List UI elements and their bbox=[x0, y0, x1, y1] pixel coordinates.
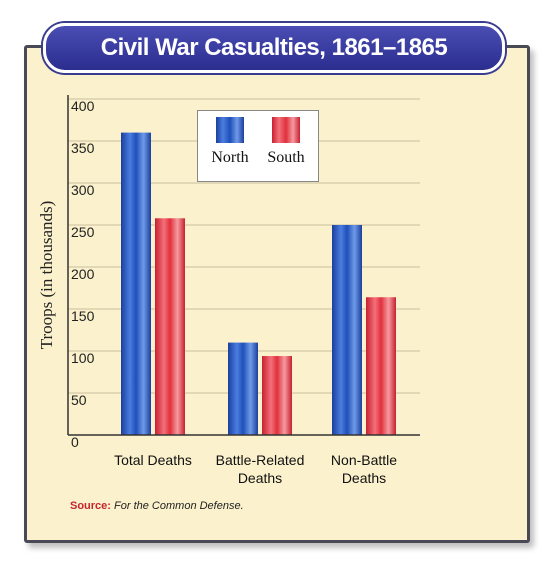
x-tick-label: Deaths bbox=[342, 470, 386, 486]
y-tick-label: 300 bbox=[71, 182, 95, 198]
bar-north-1 bbox=[228, 342, 258, 435]
y-tick-label: 250 bbox=[71, 224, 95, 240]
legend-label-north: North bbox=[211, 149, 249, 166]
source-note: Source: For the Common Defense. bbox=[70, 500, 244, 512]
north-swatch bbox=[216, 117, 244, 143]
bar-south-1 bbox=[262, 356, 292, 435]
x-tick-label: Battle-Related bbox=[216, 452, 305, 468]
bar-south-0 bbox=[155, 218, 185, 435]
source-text: For the Common Defense. bbox=[114, 500, 244, 512]
x-tick-label: Total Deaths bbox=[114, 452, 192, 468]
chart-title: Civil War Casualties, 1861–1865 bbox=[43, 23, 505, 73]
x-tick-label: Deaths bbox=[238, 470, 282, 486]
bar-north-2 bbox=[332, 225, 362, 435]
x-tick-label: Non-Battle bbox=[331, 452, 397, 468]
source-colon: : bbox=[107, 500, 111, 512]
y-tick-label: 0 bbox=[71, 434, 79, 450]
y-tick-label: 200 bbox=[71, 266, 95, 282]
legend: North South bbox=[197, 110, 319, 182]
y-tick-label: 100 bbox=[71, 350, 95, 366]
y-tick-label: 150 bbox=[71, 308, 95, 324]
legend-item-north: North bbox=[202, 117, 258, 167]
y-axis-label: Troops (in thousands) bbox=[37, 201, 56, 350]
source-label: Source bbox=[70, 500, 108, 512]
bar-north-0 bbox=[121, 132, 151, 435]
y-tick-label: 350 bbox=[71, 140, 95, 156]
bar-south-2 bbox=[366, 297, 396, 435]
south-swatch bbox=[272, 117, 300, 143]
y-tick-label: 50 bbox=[71, 392, 87, 408]
y-tick-label: 400 bbox=[71, 98, 95, 114]
legend-label-south: South bbox=[267, 149, 305, 166]
legend-item-south: South bbox=[258, 117, 314, 167]
